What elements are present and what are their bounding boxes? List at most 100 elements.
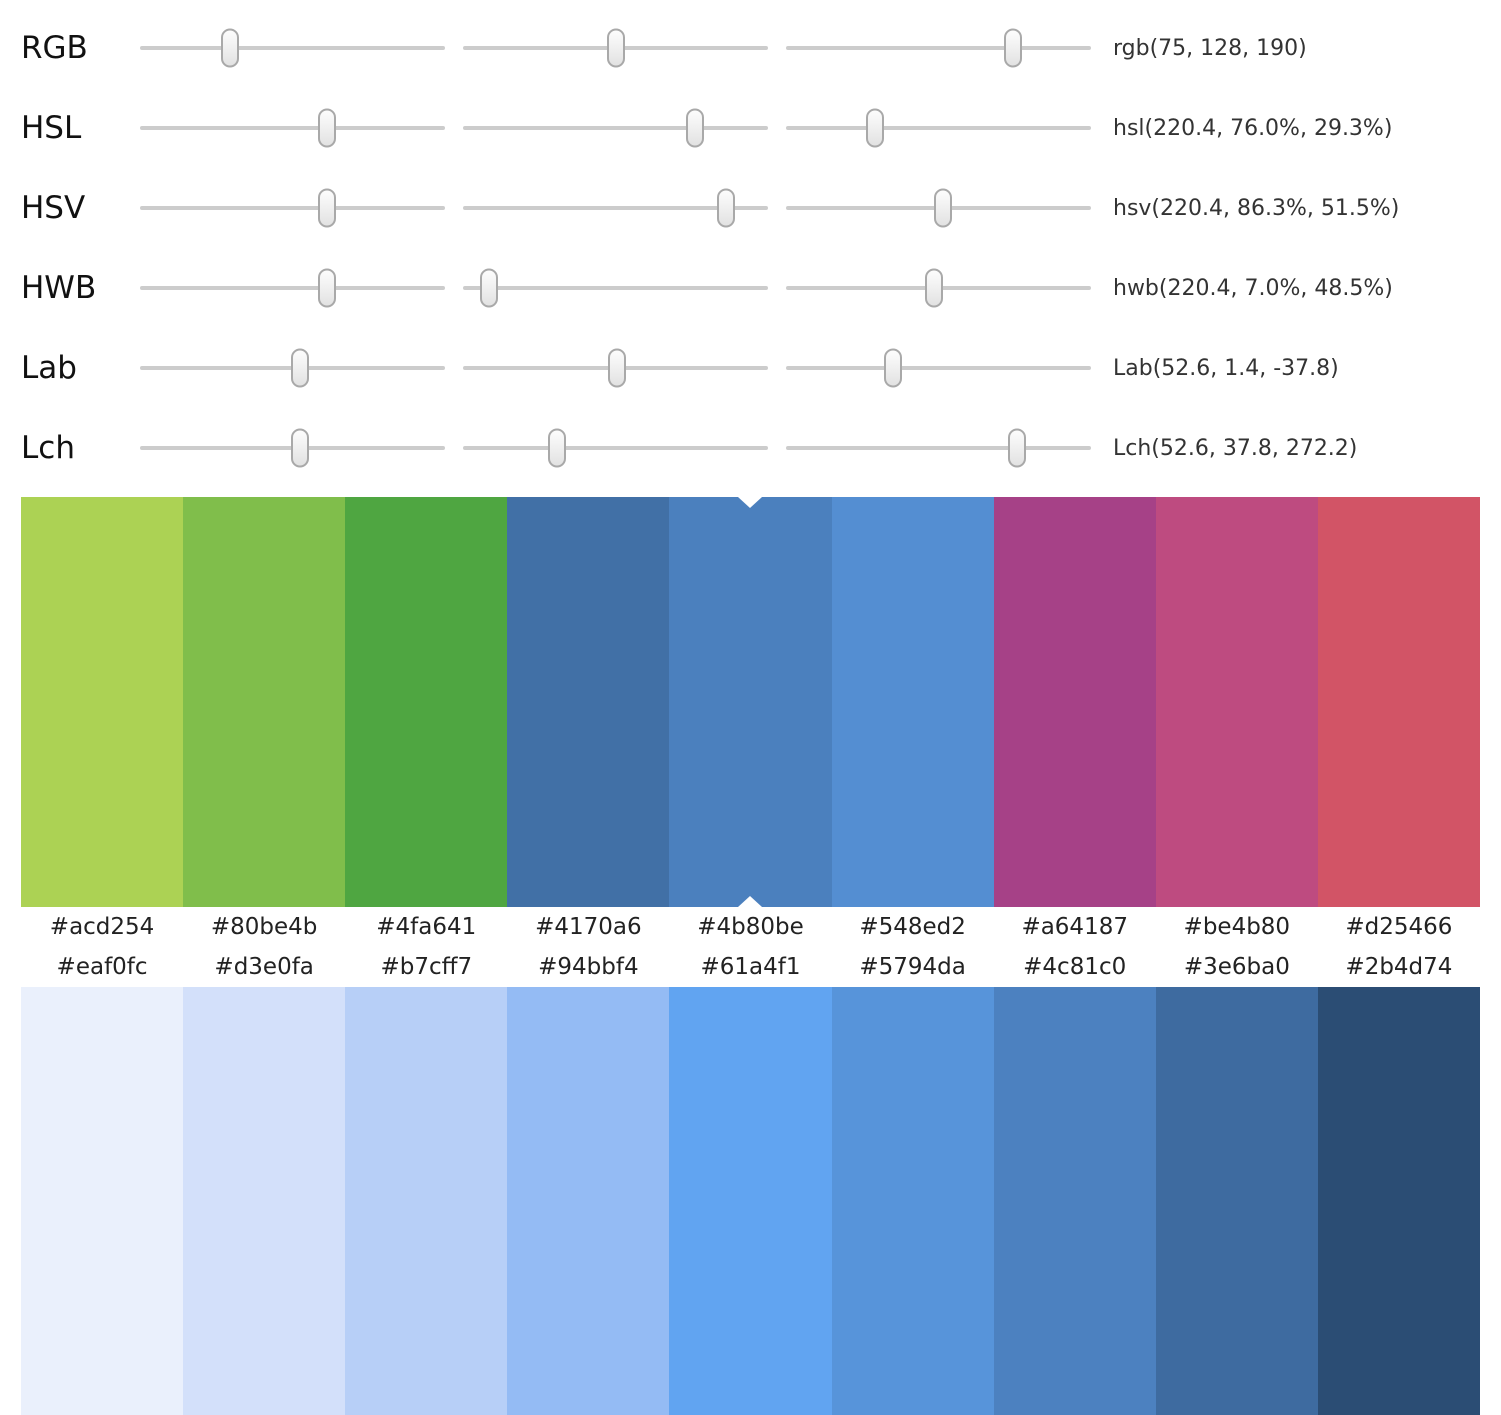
slider-track[interactable] bbox=[140, 108, 445, 148]
slider-row: Lab Lab(52.6, 1.4, -37.8) bbox=[21, 328, 1480, 408]
color-value-text: rgb(75, 128, 190) bbox=[1113, 35, 1307, 61]
slider-track[interactable] bbox=[140, 188, 445, 228]
swatch-hex-label: #4170a6 bbox=[535, 914, 642, 940]
slider-thumb[interactable] bbox=[924, 268, 943, 308]
slider-track[interactable] bbox=[463, 28, 768, 68]
swatch-hex-label: #acd254 bbox=[49, 914, 155, 940]
shades-palette-strip bbox=[21, 987, 1480, 1415]
slider-thumb[interactable] bbox=[547, 428, 566, 468]
slider-thumb[interactable] bbox=[934, 188, 953, 228]
color-value-text: hsl(220.4, 76.0%, 29.3%) bbox=[1113, 115, 1393, 141]
slider-tracks bbox=[140, 268, 1091, 308]
slider-track[interactable] bbox=[786, 28, 1091, 68]
swatch-hex-label: #61a4f1 bbox=[700, 954, 801, 980]
colorspace-label: HSV bbox=[21, 190, 86, 226]
palette-area: #acd254 #80be4b #4fa641 #4170a6 #4b80be #548e… bbox=[0, 497, 1501, 1415]
swatch-hex-label: #a64187 bbox=[1021, 914, 1128, 940]
slider-thumb[interactable] bbox=[220, 28, 239, 68]
colorspace-label: Lab bbox=[21, 350, 77, 386]
color-swatch[interactable] bbox=[669, 987, 832, 1415]
color-swatch[interactable] bbox=[669, 497, 832, 907]
slider-track[interactable] bbox=[786, 428, 1091, 468]
color-swatch[interactable] bbox=[1317, 497, 1480, 907]
color-swatch[interactable] bbox=[21, 987, 184, 1415]
color-swatch[interactable] bbox=[507, 497, 670, 907]
shades-palette-labels: #eaf0fc #d3e0fa #b7cff7 #94bbf4 #61a4f1 #5794… bbox=[21, 947, 1480, 987]
color-value-text: hsv(220.4, 86.3%, 51.5%) bbox=[1113, 195, 1400, 221]
slider-thumb[interactable] bbox=[717, 188, 736, 228]
slider-thumb[interactable] bbox=[884, 348, 903, 388]
color-swatch[interactable] bbox=[21, 497, 184, 907]
color-swatch[interactable] bbox=[1317, 987, 1480, 1415]
slider-thumb[interactable] bbox=[291, 428, 310, 468]
color-swatch[interactable] bbox=[1155, 497, 1318, 907]
slider-track[interactable] bbox=[786, 108, 1091, 148]
slider-track[interactable] bbox=[140, 348, 445, 388]
color-swatch[interactable] bbox=[831, 987, 994, 1415]
swatch-hex-label: #d25466 bbox=[1345, 914, 1453, 940]
slider-track[interactable] bbox=[463, 108, 768, 148]
slider-thumb[interactable] bbox=[608, 348, 627, 388]
swatch-hex-label: #4b80be bbox=[697, 914, 804, 940]
slider-thumb[interactable] bbox=[317, 188, 336, 228]
color-swatch[interactable] bbox=[993, 497, 1156, 907]
slider-track[interactable] bbox=[786, 348, 1091, 388]
color-swatch[interactable] bbox=[345, 497, 508, 907]
slider-thumb[interactable] bbox=[685, 108, 704, 148]
slider-row: RGB rgb(75, 128, 190) bbox=[21, 8, 1480, 88]
swatch-hex-label: #80be4b bbox=[210, 914, 318, 940]
slider-thumb[interactable] bbox=[317, 268, 336, 308]
slider-track[interactable] bbox=[140, 268, 445, 308]
main-palette-strip bbox=[21, 497, 1480, 907]
color-swatch[interactable] bbox=[507, 987, 670, 1415]
swatch-hex-label: #be4b80 bbox=[1183, 914, 1291, 940]
slider-row: HSL hsl(220.4, 76.0%, 29.3%) bbox=[21, 88, 1480, 168]
swatch-hex-label: #548ed2 bbox=[859, 914, 966, 940]
color-value-text: Lab(52.6, 1.4, -37.8) bbox=[1113, 355, 1339, 381]
slider-track[interactable] bbox=[786, 188, 1091, 228]
slider-thumb[interactable] bbox=[866, 108, 885, 148]
selected-swatch-notch-bottom bbox=[738, 896, 763, 907]
slider-row: HSV hsv(220.4, 86.3%, 51.5%) bbox=[21, 168, 1480, 248]
swatch-hex-label: #2b4d74 bbox=[1345, 954, 1453, 980]
colorspace-label: Lch bbox=[21, 430, 75, 466]
slider-track[interactable] bbox=[786, 268, 1091, 308]
slider-thumb[interactable] bbox=[317, 108, 336, 148]
slider-thumb[interactable] bbox=[1007, 428, 1026, 468]
color-value-text: Lch(52.6, 37.8, 272.2) bbox=[1113, 435, 1358, 461]
slider-thumb[interactable] bbox=[607, 28, 626, 68]
color-swatch[interactable] bbox=[183, 497, 346, 907]
slider-tracks bbox=[140, 348, 1091, 388]
colorspace-label: HWB bbox=[21, 270, 97, 306]
color-swatch[interactable] bbox=[183, 987, 346, 1415]
slider-panel: RGB rgb(75, 128, 190) HSL bbox=[0, 0, 1501, 488]
slider-track[interactable] bbox=[463, 348, 768, 388]
swatch-hex-label: #4fa641 bbox=[376, 914, 477, 940]
colorspace-label: RGB bbox=[21, 30, 88, 66]
slider-row: Lch Lch(52.6, 37.8, 272.2) bbox=[21, 408, 1480, 488]
slider-thumb[interactable] bbox=[479, 268, 498, 308]
swatch-hex-label: #eaf0fc bbox=[56, 954, 148, 980]
slider-track[interactable] bbox=[140, 428, 445, 468]
swatch-hex-label: #5794da bbox=[859, 954, 966, 980]
colorspace-label: HSL bbox=[21, 110, 82, 146]
color-swatch[interactable] bbox=[345, 987, 508, 1415]
color-swatch[interactable] bbox=[831, 497, 994, 907]
slider-track[interactable] bbox=[463, 268, 768, 308]
slider-track[interactable] bbox=[463, 188, 768, 228]
slider-track[interactable] bbox=[463, 428, 768, 468]
slider-tracks bbox=[140, 428, 1091, 468]
color-value-text: hwb(220.4, 7.0%, 48.5%) bbox=[1113, 275, 1393, 301]
slider-thumb[interactable] bbox=[291, 348, 310, 388]
swatch-hex-label: #b7cff7 bbox=[380, 954, 473, 980]
color-swatch[interactable] bbox=[1155, 987, 1318, 1415]
slider-tracks bbox=[140, 108, 1091, 148]
swatch-hex-label: #3e6ba0 bbox=[1183, 954, 1290, 980]
slider-thumb[interactable] bbox=[1004, 28, 1023, 68]
slider-tracks bbox=[140, 188, 1091, 228]
slider-tracks bbox=[140, 28, 1091, 68]
slider-track[interactable] bbox=[140, 28, 445, 68]
color-swatch[interactable] bbox=[993, 987, 1156, 1415]
swatch-hex-label: #d3e0fa bbox=[214, 954, 314, 980]
